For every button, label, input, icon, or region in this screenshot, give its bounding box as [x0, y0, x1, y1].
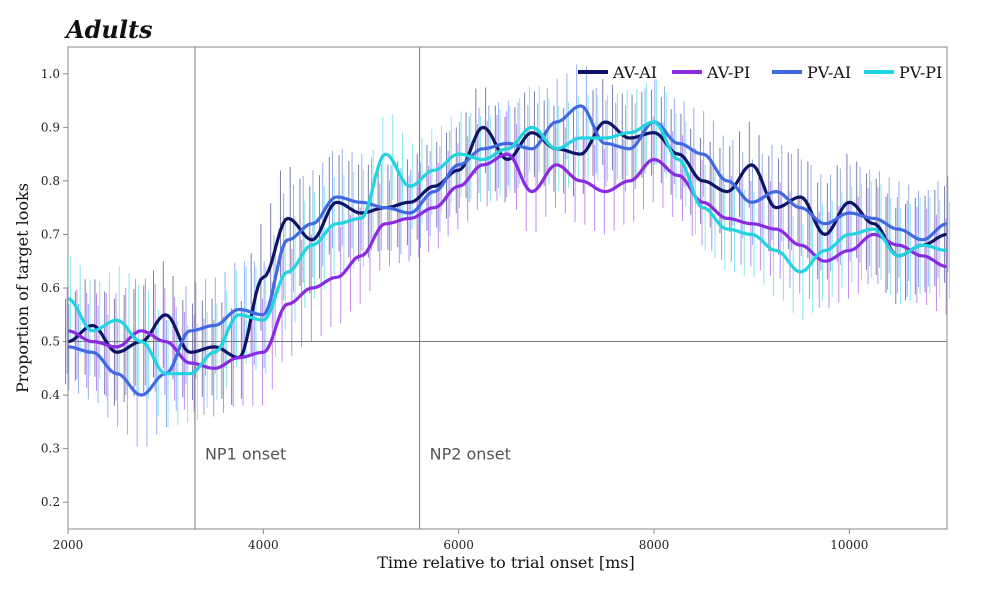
y-tick-label: 0.8 [41, 174, 60, 188]
x-tick-label: 4000 [248, 538, 279, 552]
x-tick-label: 6000 [443, 538, 474, 552]
x-axis-ticks: 2000 4000 6000 8000 10000 [53, 529, 868, 552]
x-tick-label: 8000 [639, 538, 670, 552]
legend-label-pv-pi: PV-PI [899, 63, 942, 82]
y-tick-label: 0.2 [41, 495, 60, 509]
legend-label-pv-ai: PV-AI [807, 63, 851, 82]
y-tick-label: 0.9 [41, 120, 60, 134]
legend-label-av-pi: AV-PI [706, 63, 750, 82]
y-tick-label: 0.3 [41, 442, 60, 456]
x-tick-label: 2000 [53, 538, 84, 552]
chart-title: Adults [64, 15, 153, 44]
series-line-pv-pi [67, 120, 948, 376]
y-tick-label: 0.6 [41, 281, 60, 295]
y-axis-label: Proportion of target looks [13, 183, 32, 393]
reference-lines [68, 47, 947, 529]
y-tick-label: 0.7 [41, 227, 60, 241]
annotations: NP1 onset NP2 onset [205, 444, 511, 463]
series-line-pv-ai [67, 104, 948, 397]
y-axis-ticks: 0.2 0.3 0.4 0.5 0.6 0.7 0.8 0.9 1.0 [41, 67, 68, 509]
x-axis-label: Time relative to trial onset [ms] [377, 553, 635, 572]
annotation-np2-onset: NP2 onset [430, 444, 511, 463]
y-tick-label: 1.0 [41, 67, 60, 81]
x-tick-label: 10000 [830, 538, 868, 552]
y-tick-label: 0.5 [41, 335, 60, 349]
series-lines [67, 104, 948, 397]
annotation-np1-onset: NP1 onset [205, 444, 286, 463]
y-tick-label: 0.4 [41, 388, 60, 402]
series-line-av-pi [67, 152, 948, 370]
legend: AV-AI AV-PI PV-AI PV-PI [578, 63, 942, 82]
legend-label-av-ai: AV-AI [612, 63, 657, 82]
series-line-av-ai [67, 120, 948, 360]
